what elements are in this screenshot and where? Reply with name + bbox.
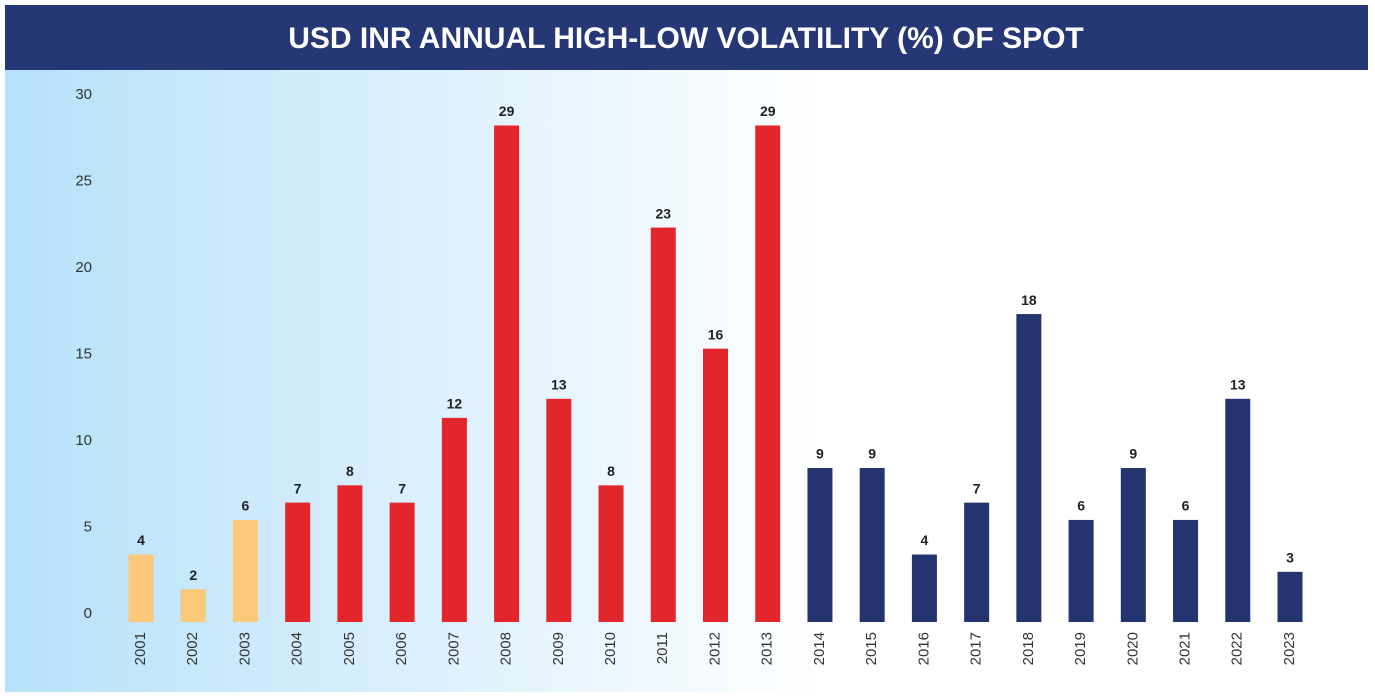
chart-title: USD INR ANNUAL HIGH-LOW VOLATILITY (%) O… — [288, 22, 1084, 55]
value-label: 4 — [137, 532, 145, 548]
x-tick-label: 2009 — [550, 632, 567, 665]
bar — [389, 502, 415, 622]
y-tick-label: 25 — [75, 172, 92, 189]
title-bar — [5, 5, 1368, 70]
y-tick-label: 5 — [84, 518, 92, 535]
x-tick-label: 2007 — [445, 632, 462, 665]
x-tick-label: 2020 — [1124, 632, 1141, 665]
y-tick-label: 10 — [75, 432, 92, 449]
value-label: 6 — [242, 498, 250, 514]
value-label: 2 — [189, 567, 197, 583]
y-tick-label: 0 — [84, 605, 92, 622]
bar — [128, 554, 154, 622]
x-tick-label: 2018 — [1020, 632, 1037, 665]
value-label: 29 — [499, 103, 515, 119]
x-tick-label: 2002 — [184, 632, 201, 665]
x-tick-label: 2017 — [968, 632, 985, 665]
value-label: 8 — [607, 463, 615, 479]
x-tick-label: 2015 — [863, 632, 880, 665]
bar — [546, 398, 572, 622]
value-label: 23 — [655, 205, 671, 221]
y-tick-label: 30 — [75, 86, 92, 103]
value-label: 7 — [973, 480, 981, 496]
bar — [1173, 519, 1199, 622]
x-tick-label: 2008 — [498, 632, 515, 665]
bar — [807, 468, 833, 622]
x-tick-label: 2004 — [289, 632, 306, 665]
x-tick-label: 2010 — [602, 632, 619, 665]
plot-background — [5, 70, 1368, 692]
bar — [285, 502, 311, 622]
value-label: 13 — [1230, 377, 1246, 393]
bar — [494, 125, 520, 623]
bar — [441, 417, 467, 622]
value-label: 3 — [1286, 550, 1294, 566]
x-tick-label: 2022 — [1229, 632, 1246, 665]
x-tick-label: 2023 — [1281, 632, 1298, 665]
y-tick-label: 15 — [75, 345, 92, 362]
x-tick-label: 2012 — [706, 632, 723, 665]
bar — [1120, 468, 1146, 622]
value-label: 16 — [708, 326, 724, 342]
bar — [1225, 398, 1251, 622]
value-label: 4 — [921, 532, 929, 548]
value-label: 13 — [551, 377, 567, 393]
bar — [1016, 314, 1042, 622]
value-label: 18 — [1021, 292, 1037, 308]
x-tick-label: 2016 — [915, 632, 932, 665]
bar — [1277, 571, 1303, 622]
value-label: 8 — [346, 463, 354, 479]
bar — [180, 589, 206, 622]
bar — [755, 125, 781, 623]
bar — [232, 519, 258, 622]
bar — [1068, 519, 1094, 622]
x-tick-label: 2013 — [759, 632, 776, 665]
value-label: 9 — [1129, 446, 1137, 462]
bar — [337, 485, 363, 622]
x-tick-label: 2014 — [811, 632, 828, 665]
value-label: 7 — [398, 480, 406, 496]
value-label: 6 — [1182, 498, 1190, 514]
bar — [703, 348, 728, 622]
x-tick-label: 2006 — [393, 632, 410, 665]
value-label: 7 — [294, 480, 302, 496]
x-tick-label: 2011 — [654, 632, 671, 664]
y-tick-label: 20 — [75, 259, 92, 276]
x-tick-label: 2021 — [1177, 632, 1194, 665]
x-tick-label: 2003 — [236, 632, 253, 665]
bar — [911, 554, 937, 622]
value-label: 29 — [760, 103, 776, 119]
value-label: 9 — [868, 446, 876, 462]
x-tick-label: 2019 — [1072, 632, 1089, 665]
bar — [964, 502, 990, 622]
value-label: 6 — [1077, 498, 1085, 514]
x-tick-label: 2005 — [341, 632, 358, 665]
value-label: 12 — [447, 396, 463, 412]
bar — [598, 485, 624, 622]
bar — [859, 468, 885, 622]
bar — [650, 227, 676, 622]
x-tick-label: 2001 — [132, 632, 149, 665]
value-label: 9 — [816, 446, 824, 462]
